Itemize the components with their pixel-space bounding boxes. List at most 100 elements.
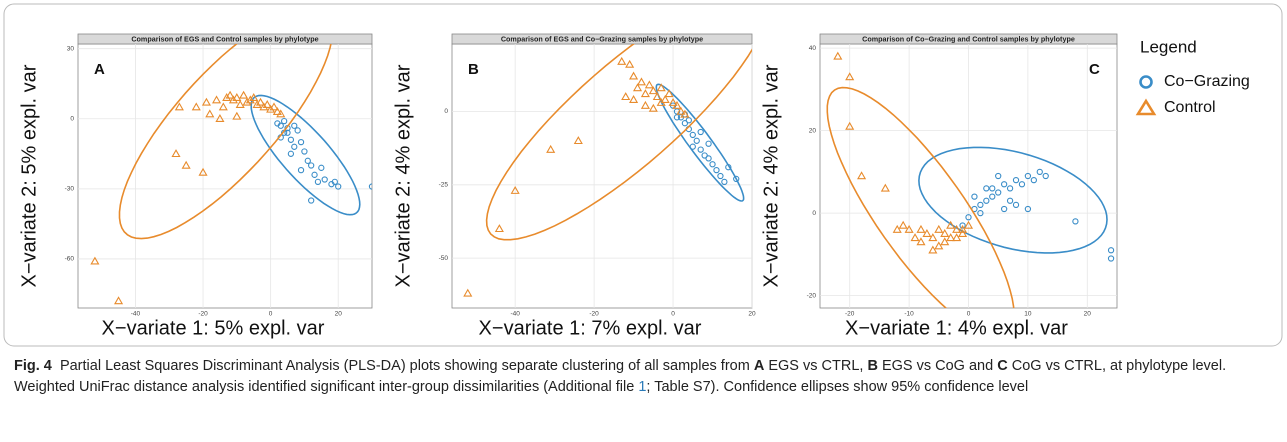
point — [977, 201, 984, 209]
point — [733, 175, 740, 183]
point — [222, 93, 232, 101]
point — [284, 129, 291, 136]
confidence-ellipse — [118, 44, 332, 240]
point — [510, 185, 520, 194]
point — [218, 102, 228, 111]
point — [697, 146, 704, 153]
x-tick-label: 0 — [671, 311, 675, 318]
caption-part: ; Table S7). Confidence ellipses show 95… — [646, 379, 1029, 395]
point — [952, 224, 962, 233]
y-axis-label: X−variate 2: 4% expl. var — [760, 64, 782, 287]
legend-title: Legend — [1140, 37, 1197, 56]
point — [1012, 201, 1020, 209]
point — [249, 93, 259, 101]
point — [673, 114, 681, 121]
point — [689, 143, 696, 150]
point — [958, 224, 968, 233]
point — [845, 121, 855, 130]
x-tick-label: 0 — [967, 311, 971, 318]
point — [910, 233, 920, 242]
point — [959, 222, 966, 229]
point — [235, 100, 245, 108]
panel-title: Comparison of Co−Grazing and Control sam… — [862, 34, 1075, 43]
plot-background — [77, 43, 373, 309]
point — [301, 148, 308, 155]
x-tick-label: -40 — [131, 311, 141, 318]
point — [629, 95, 639, 103]
plot-layer — [826, 51, 1115, 308]
point — [171, 149, 181, 158]
point — [946, 220, 956, 229]
point — [232, 111, 242, 120]
point — [681, 120, 689, 127]
y-tick-label: 20 — [809, 127, 817, 134]
point — [297, 138, 305, 146]
title-strip — [77, 33, 373, 45]
point — [689, 131, 696, 139]
legend-label: Co−Grazing — [1164, 73, 1250, 90]
point — [963, 220, 974, 229]
y-tick-label: 30 — [67, 45, 75, 52]
point — [916, 237, 926, 246]
caption-part: EGS vs CTRL, — [764, 358, 868, 374]
point — [709, 161, 716, 168]
point — [904, 224, 914, 233]
point — [857, 171, 867, 180]
point — [648, 86, 658, 95]
point — [304, 157, 311, 164]
caption-part: Partial Least Squares Discriminant Analy… — [59, 358, 754, 374]
point — [672, 100, 682, 109]
point — [660, 95, 670, 103]
y-tick-label: 0 — [444, 108, 448, 115]
point — [252, 100, 262, 108]
point — [291, 122, 298, 129]
point — [191, 102, 201, 111]
caption-label: Fig. 4 — [14, 358, 52, 374]
point — [965, 214, 972, 221]
y-tick-label: -30 — [65, 186, 75, 193]
caption-part: CoG vs CTRL, at phylotype level. Weighte… — [14, 358, 1227, 395]
y-tick-label: -50 — [439, 255, 449, 262]
point — [1107, 247, 1115, 254]
point — [1006, 197, 1014, 204]
point — [308, 197, 315, 204]
point — [693, 137, 700, 144]
point — [705, 155, 712, 162]
x-tick-label: 20 — [748, 311, 756, 318]
point — [880, 183, 890, 192]
point — [280, 117, 288, 125]
caption-link[interactable]: 1 — [638, 379, 647, 395]
point — [259, 102, 269, 111]
confidence-ellipse — [918, 146, 1108, 254]
point — [205, 109, 215, 118]
point — [934, 241, 944, 250]
point — [1006, 185, 1014, 192]
figure-frame — [3, 3, 1283, 347]
point — [297, 167, 305, 174]
point — [717, 172, 724, 180]
point — [713, 166, 720, 174]
point — [1072, 218, 1079, 225]
chart: Comparison of EGS and Control samples by… — [3, 3, 1283, 347]
title-strip — [451, 33, 753, 45]
x-tick-label: -20 — [198, 311, 208, 318]
point — [697, 128, 704, 136]
point — [928, 245, 938, 254]
point — [228, 95, 238, 104]
point — [1024, 172, 1032, 180]
point — [291, 143, 298, 150]
y-tick-label: 40 — [809, 45, 817, 52]
point — [287, 150, 295, 157]
plot-layer — [463, 44, 752, 297]
point — [174, 102, 184, 111]
point — [898, 220, 908, 229]
x-tick-label: 10 — [1024, 311, 1032, 318]
x-tick-label: 0 — [269, 311, 273, 318]
point — [632, 83, 643, 92]
point — [652, 92, 662, 101]
point — [845, 72, 855, 81]
x-axis-label: X−variate 1: 5% expl. var — [102, 317, 325, 339]
point — [625, 59, 635, 68]
point — [272, 107, 282, 116]
